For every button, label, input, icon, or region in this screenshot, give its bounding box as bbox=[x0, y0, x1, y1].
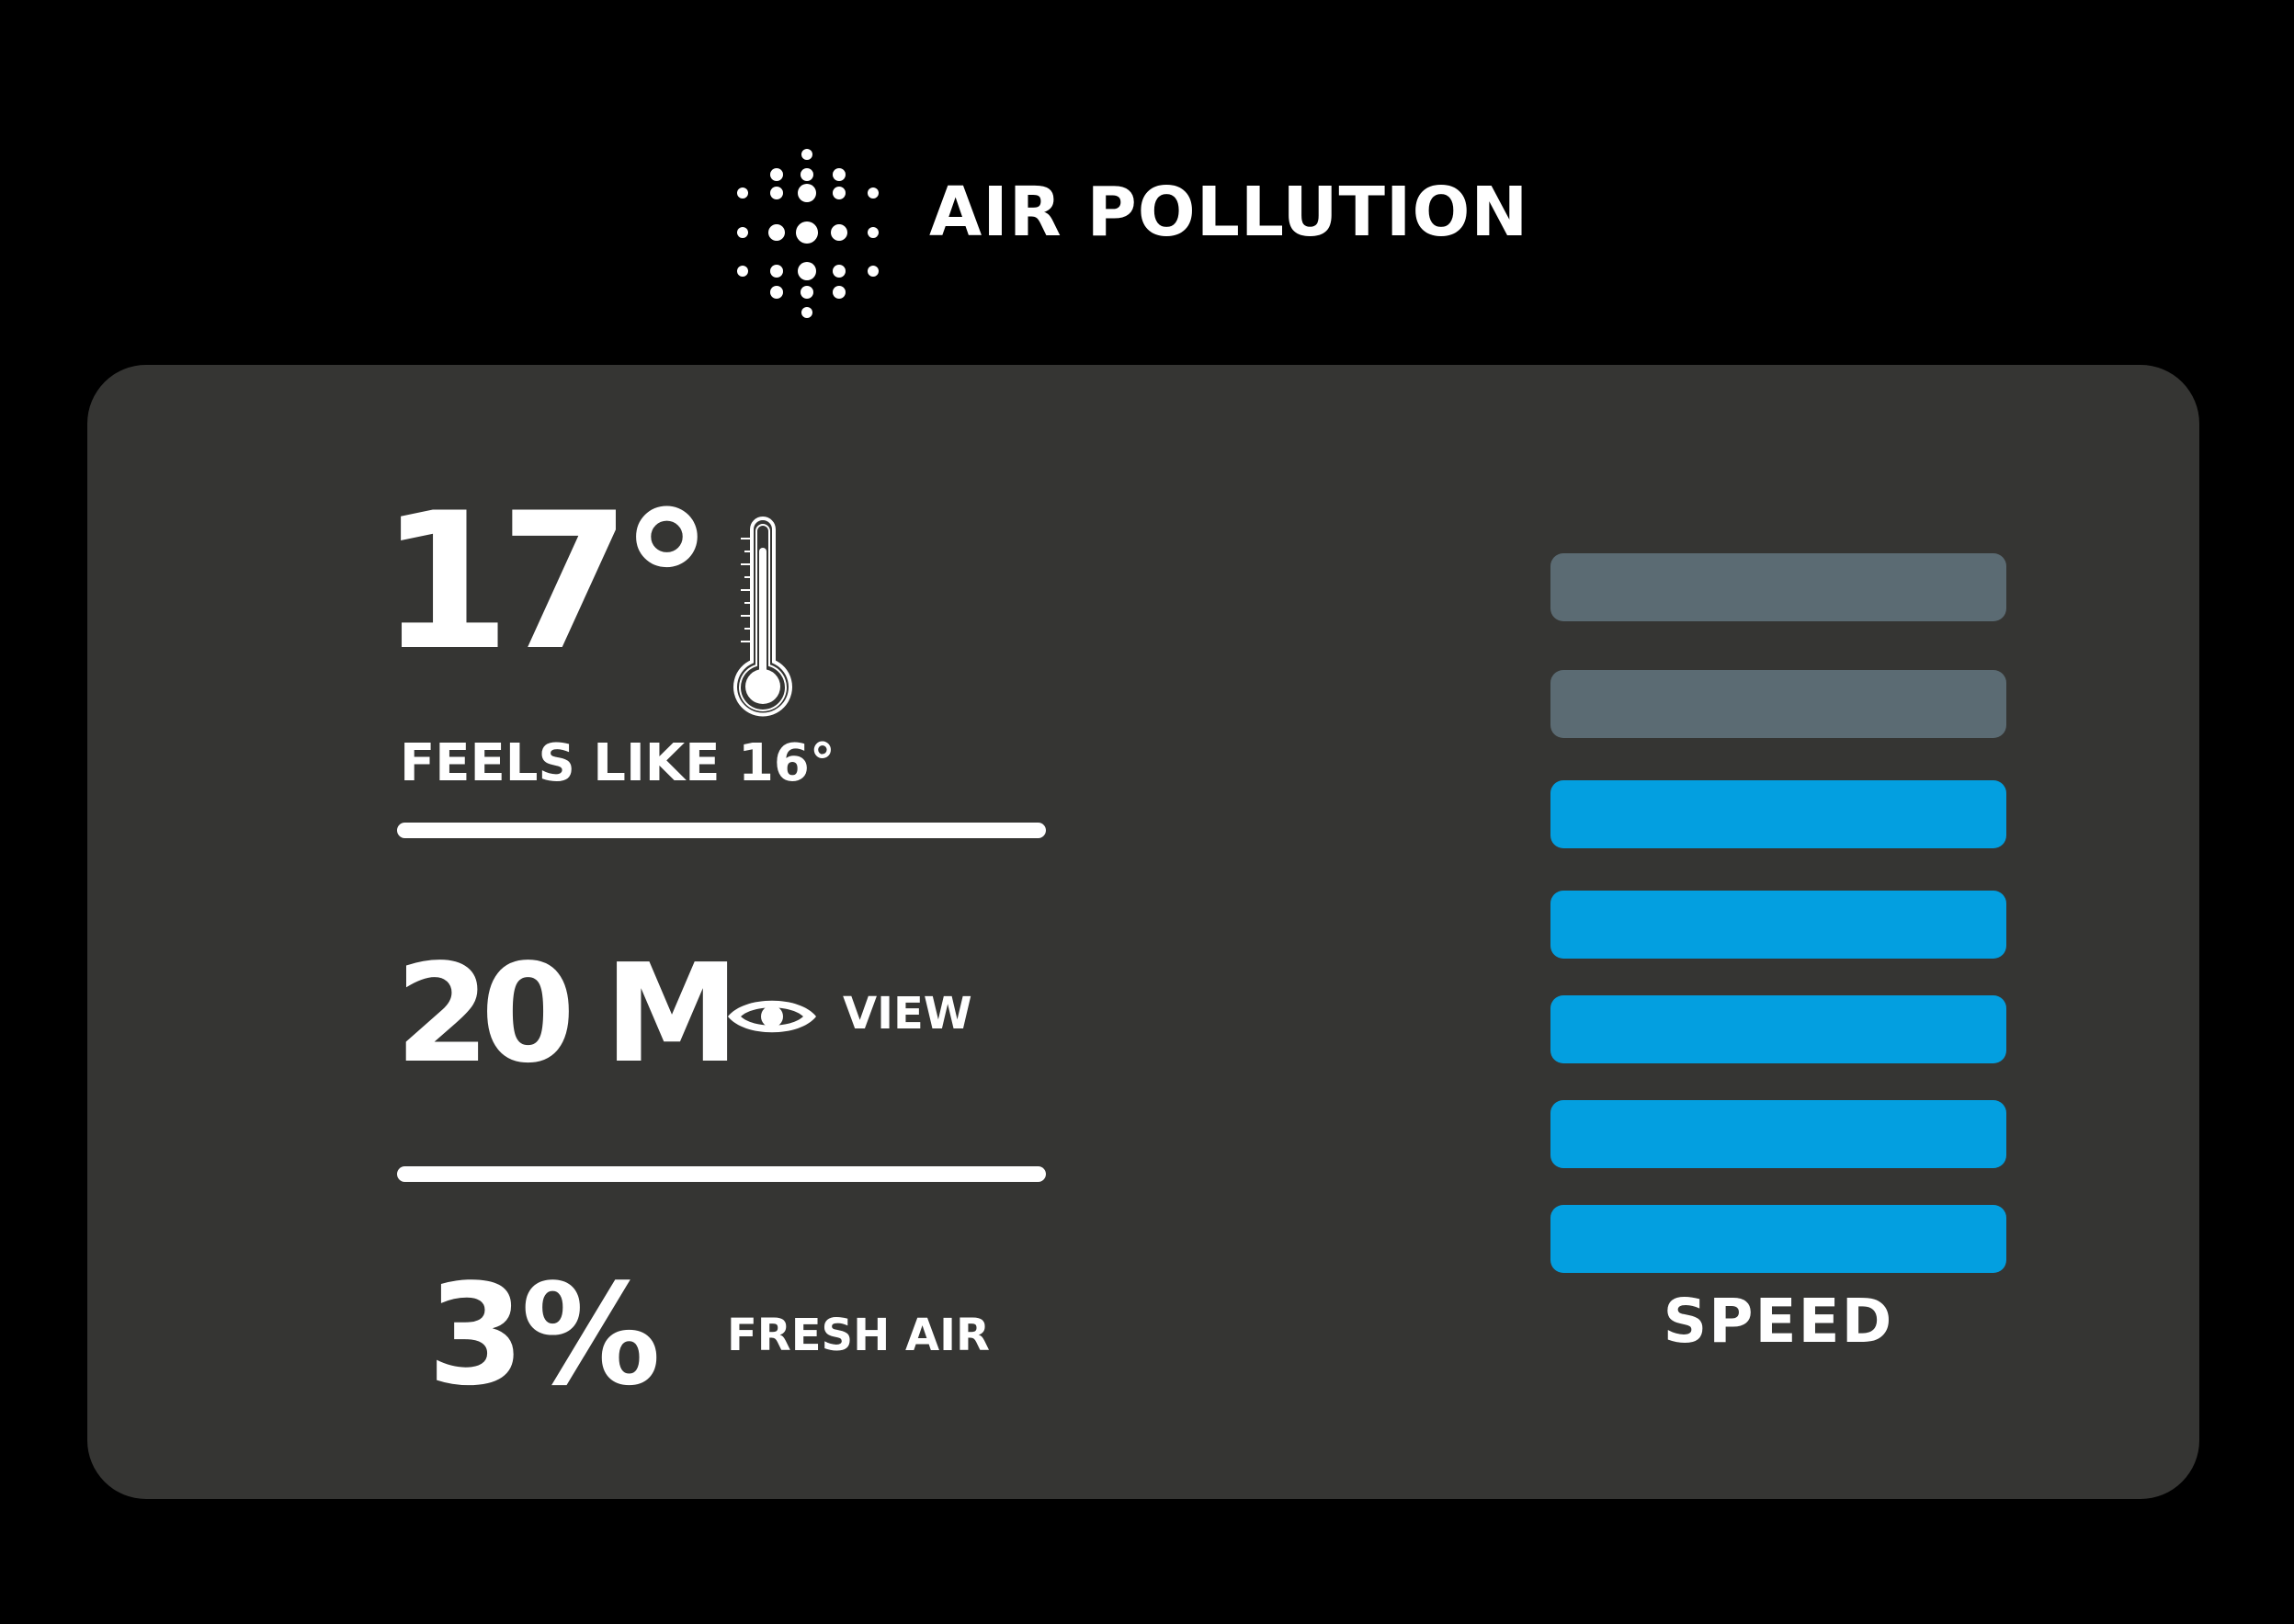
speed-bar-inactive bbox=[1550, 553, 2006, 621]
fresh-air-label: FRESH AIR bbox=[727, 1310, 990, 1361]
thermometer-icon bbox=[733, 517, 792, 717]
header: AIR POLLUTION bbox=[0, 138, 2294, 318]
fresh-air-value: 3% bbox=[427, 1254, 661, 1416]
speed-label: SPEED bbox=[1663, 1286, 1894, 1357]
divider bbox=[397, 1166, 1046, 1182]
eye-icon bbox=[728, 1000, 816, 1033]
feels-like-text: FEELS LIKE 16° bbox=[400, 733, 835, 793]
view-label: VIEW bbox=[843, 988, 972, 1039]
particles-icon bbox=[737, 149, 879, 318]
page-title: AIR POLLUTION bbox=[929, 173, 1529, 252]
speed-bar-active bbox=[1550, 1100, 2006, 1168]
speed-bar-active bbox=[1550, 995, 2006, 1063]
divider bbox=[397, 823, 1046, 838]
speed-bar-inactive bbox=[1550, 670, 2006, 738]
speed-bar-active bbox=[1550, 1205, 2006, 1273]
speed-bar-active bbox=[1550, 780, 2006, 848]
speed-bar-active bbox=[1550, 891, 2006, 959]
dashboard-panel: 17° FEELS LIKE 16° 20 M VIEW 3% FRESH AI… bbox=[87, 365, 2199, 1499]
visibility-value: 20 M bbox=[395, 935, 740, 1093]
speed-meter bbox=[1550, 553, 2006, 1279]
temperature-value: 17° bbox=[380, 473, 714, 692]
